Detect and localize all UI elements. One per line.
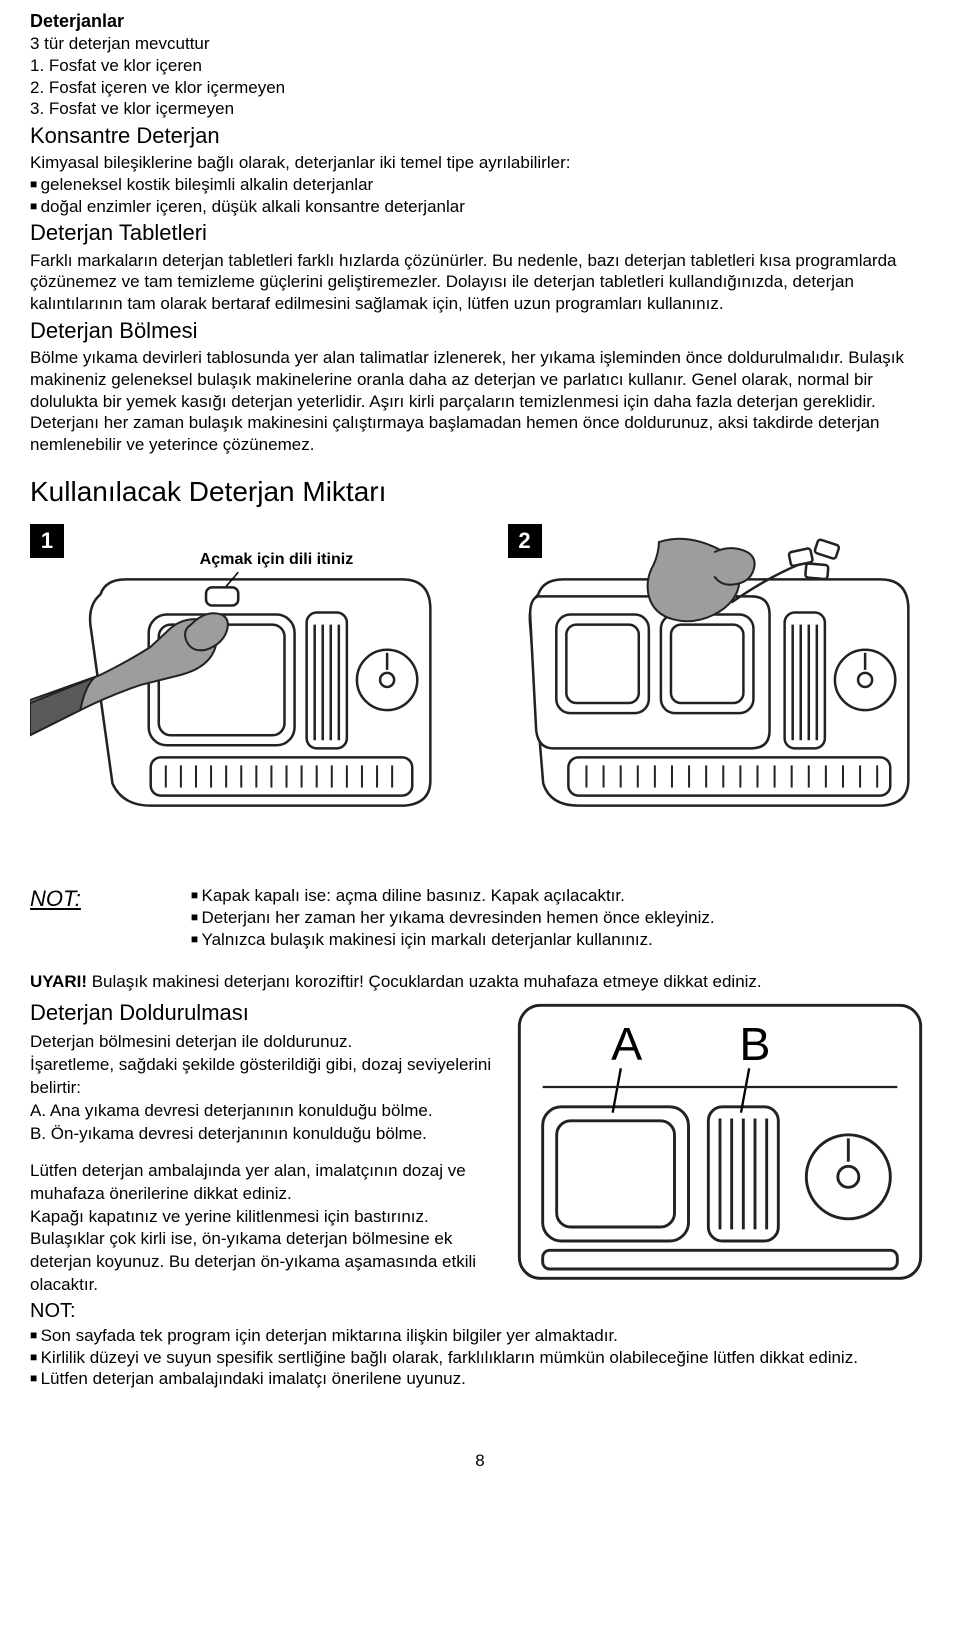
- warning-line: UYARI! Bulaşık makinesi deterjanı korozi…: [30, 971, 930, 993]
- filling-p5: Bulaşıklar çok kirli ise, ön-yıkama dete…: [30, 1228, 492, 1297]
- note-2: NOT: Son sayfada tek program için deterj…: [30, 1299, 930, 1390]
- figure-1-caption: Açmak için dili itiniz: [200, 550, 354, 568]
- note-2-item: Son sayfada tek program için deterjan mi…: [30, 1325, 930, 1347]
- tablets-title: Deterjan Tabletleri: [30, 219, 930, 247]
- filling-p1: Deterjan bölmesini deterjan ile doldurun…: [30, 1031, 492, 1054]
- svg-text:A: A: [611, 1018, 643, 1070]
- concentrate-item: geleneksel kostik bileşimli alkalin dete…: [30, 174, 930, 196]
- manual-page: Deterjanlar 3 tür deterjan mevcuttur 1. …: [0, 0, 960, 1512]
- figure-2-badge: 2: [508, 524, 542, 558]
- note-1-item: Deterjanı her zaman her yıkama devresind…: [191, 907, 930, 929]
- note-2-item: Kirlilik düzeyi ve suyun spesifik sertli…: [30, 1347, 930, 1369]
- concentrate-intro: Kimyasal bileşiklerine bağlı olarak, det…: [30, 152, 930, 174]
- filling-p2: İşaretleme, sağdaki şekilde gösterildiği…: [30, 1054, 492, 1100]
- figure-1-badge: 1: [30, 524, 64, 558]
- ab-compartment-illustration: A B: [510, 996, 930, 1288]
- warning-text: Bulaşık makinesi deterjanı koroziftir! Ç…: [87, 972, 762, 991]
- figure-2: 2: [508, 524, 931, 816]
- figure-2-illustration: [508, 524, 931, 816]
- concentrate-list: geleneksel kostik bileşimli alkalin dete…: [30, 174, 930, 218]
- figure-1: 1: [30, 524, 453, 816]
- filling-row: Deterjan Doldurulması Deterjan bölmesini…: [30, 996, 930, 1297]
- warning-label: UYARI!: [30, 972, 87, 991]
- concentrate-title: Konsantre Deterjan: [30, 122, 930, 150]
- note-2-label: NOT:: [30, 1299, 930, 1325]
- note-1-label: NOT:: [30, 885, 81, 913]
- filling-text: Deterjan Doldurulması Deterjan bölmesini…: [30, 996, 492, 1297]
- compartment-title: Deterjan Bölmesi: [30, 317, 930, 345]
- amount-title: Kullanılacak Deterjan Miktarı: [30, 474, 930, 510]
- filling-p3: Lütfen deterjan ambalajında yer alan, im…: [30, 1160, 492, 1206]
- detergent-type-3: 3. Fosfat ve klor içermeyen: [30, 98, 930, 120]
- note-2-list: Son sayfada tek program için deterjan mi…: [30, 1325, 930, 1390]
- filling-figure: A B: [510, 996, 930, 1297]
- detergent-type-2: 2. Fosfat içeren ve klor içermeyen: [30, 77, 930, 99]
- filling-title: Deterjan Doldurulması: [30, 998, 492, 1028]
- detergent-type-1: 1. Fosfat ve klor içeren: [30, 55, 930, 77]
- concentrate-item: doğal enzimler içeren, düşük alkali kons…: [30, 196, 930, 218]
- tablets-body: Farklı markaların deterjan tabletleri fa…: [30, 250, 930, 315]
- page-number: 8: [30, 1450, 930, 1472]
- detergents-intro: 3 tür deterjan mevcuttur: [30, 33, 930, 55]
- note-1-list: Kapak kapalı ise: açma diline basınız. K…: [191, 885, 930, 950]
- figure-1-illustration: Açmak için dili itiniz: [30, 524, 453, 816]
- figures-row: 1: [30, 524, 930, 816]
- note-2-item: Lütfen deterjan ambalajındaki imalatçı ö…: [30, 1368, 930, 1390]
- svg-text:B: B: [739, 1018, 770, 1070]
- filling-p4: Kapağı kapatınız ve yerine kilitlenmesi …: [30, 1206, 492, 1229]
- filling-a: A. Ana yıkama devresi deterjanının konul…: [30, 1100, 492, 1123]
- note-1-item: Yalnızca bulaşık makinesi için markalı d…: [191, 929, 930, 951]
- note-1: NOT: Kapak kapalı ise: açma diline basın…: [30, 885, 930, 950]
- compartment-body: Bölme yıkama devirleri tablosunda yer al…: [30, 347, 930, 456]
- note-1-item: Kapak kapalı ise: açma diline basınız. K…: [191, 885, 930, 907]
- filling-b: B. Ön-yıkama devresi deterjanının konuld…: [30, 1123, 492, 1146]
- detergents-title: Deterjanlar: [30, 10, 930, 33]
